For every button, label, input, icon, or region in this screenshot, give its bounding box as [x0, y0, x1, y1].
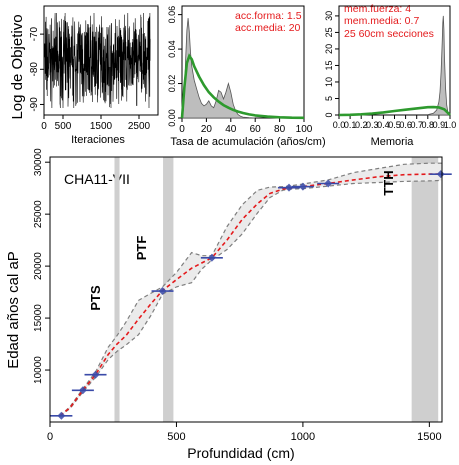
memory-ytick-label: 25: [324, 27, 334, 37]
log-objective-ylabel: Log de Objetivo: [9, 14, 26, 119]
accumulation-rate-ytick-label: 0.04: [167, 40, 177, 58]
accumulation-rate-xtick-label: 40: [225, 124, 237, 135]
date-marker: [158, 287, 167, 296]
age-depth-xtick-label: 500: [167, 431, 185, 443]
date-marker: [207, 253, 216, 262]
date-marker: [298, 182, 307, 191]
memory-xtick-label: 0.9: [433, 120, 446, 130]
memory-xtick-label: 0.5: [388, 120, 401, 130]
memory-ytick-label: 15: [324, 60, 334, 70]
date-marker: [91, 370, 100, 379]
memory-ytick-label: 5: [324, 96, 334, 101]
memory-xtick-label: 0.4: [377, 120, 390, 130]
log-objective-panel: Log de Objetivo Iteraciones 0 500 1500 2500…: [9, 5, 159, 146]
confidence-envelope: [60, 163, 442, 416]
accumulation-rate-ytick-label: 0.00: [167, 109, 177, 127]
date-marker: [284, 183, 293, 192]
log-objective-ytick-label: -80: [29, 62, 40, 77]
memory-xlabel: Memoria: [371, 136, 415, 148]
memory-ytick-label: 10: [324, 77, 334, 87]
age-depth-panel: CHA11-VII Profundidad (cm) Edad años cal…: [5, 148, 452, 461]
memory-xtick-label: 1.0: [444, 120, 457, 130]
tephra-label: PTS: [88, 285, 103, 311]
tephra-label: PTF: [134, 236, 149, 261]
accumulation-rate-xtick-label: 80: [274, 124, 286, 135]
age-depth-ytick-label: 30000: [33, 148, 44, 176]
accumulation-rate-xtick-label: 60: [250, 124, 262, 135]
memory-panel: Memoria mem.fuerza: 4 mem.media: 0.7 25 …: [324, 3, 456, 148]
accumulation-rate-posterior-area: [181, 18, 256, 119]
accumulation-rate-xlabel: Tasa de acumulación (años/cm): [170, 136, 325, 148]
memory-ytick-label: 30: [324, 11, 334, 21]
memory-ytick-label: 20: [324, 44, 334, 54]
memory-xtick-label: 0.1: [344, 120, 357, 130]
memory-xtick-label: 0.0: [333, 120, 346, 130]
accumulation-rate-xtick-label: 100: [296, 124, 313, 135]
age-depth-ytick-label: 15000: [33, 304, 44, 332]
date-marker: [57, 411, 66, 420]
accumulation-rate-prior-line: [180, 53, 305, 120]
acc-forma-annotation: acc.forma: 1.5: [235, 10, 302, 22]
age-depth-frame: [49, 156, 443, 423]
age-depth-ylabel: Edad años cal aP: [5, 251, 22, 369]
memory-prior-line: [338, 105, 451, 117]
date-marker: [436, 170, 445, 179]
age-depth-xtick-label: 1500: [417, 431, 441, 443]
age-depth-ytick-label: 25000: [33, 200, 44, 228]
age-depth-ytick-label: 20000: [33, 252, 44, 280]
memory-sections-annotation: 25 60cm secciones: [344, 28, 434, 40]
median-line: [59, 173, 442, 417]
accumulation-rate-ytick-label: 0.06: [167, 6, 177, 24]
log-objective-xtick-label: 1500: [90, 121, 113, 132]
accumulation-rate-ytick-label: 0.02: [167, 75, 177, 93]
mem-fuerza-annotation: mem.fuerza: 4: [344, 3, 411, 15]
tephra-band: [114, 157, 120, 422]
acc-media-annotation: acc.media: 20: [235, 22, 301, 34]
log-objective-trace-line: [43, 12, 151, 109]
accumulation-rate-panel: Tasa de acumulación (años/cm) acc.forma:…: [167, 5, 326, 148]
log-objective-ytick-label: -70: [29, 26, 40, 41]
tephra-label: TTH: [381, 170, 396, 195]
ci-lower-line: [59, 179, 443, 417]
age-depth-ytick-label: 10000: [33, 356, 44, 384]
memory-xtick-label: 0.3: [366, 120, 379, 130]
age-depth-xtick-label: 0: [47, 431, 53, 443]
mem-media-annotation: mem.media: 0.7: [344, 15, 419, 27]
log-objective-xtick-label: 0: [41, 121, 47, 132]
core-title: CHA11-VII: [64, 171, 130, 187]
accumulation-rate-xtick-label: 20: [201, 124, 213, 135]
log-objective-xlabel: Iteraciones: [71, 134, 125, 146]
age-depth-xlabel: Profundidad (cm): [187, 445, 294, 461]
memory-xtick-label: 0.7: [410, 120, 423, 130]
log-objective-xtick-label: 500: [55, 121, 72, 132]
memory-ytick-label: 0: [324, 112, 334, 117]
memory-xtick-label: 0.6: [399, 120, 412, 130]
memory-xtick-label: 0.8: [422, 120, 435, 130]
date-marker: [78, 386, 87, 395]
age-depth-xtick-label: 1000: [291, 431, 315, 443]
memory-xtick-label: 0.2: [355, 120, 368, 130]
log-objective-xtick-label: 2500: [128, 121, 151, 132]
tephra-band: [411, 157, 439, 422]
log-objective-ytick-label: -90: [29, 97, 40, 112]
date-marker: [324, 179, 333, 188]
accumulation-rate-xtick-label: 0: [179, 124, 185, 135]
